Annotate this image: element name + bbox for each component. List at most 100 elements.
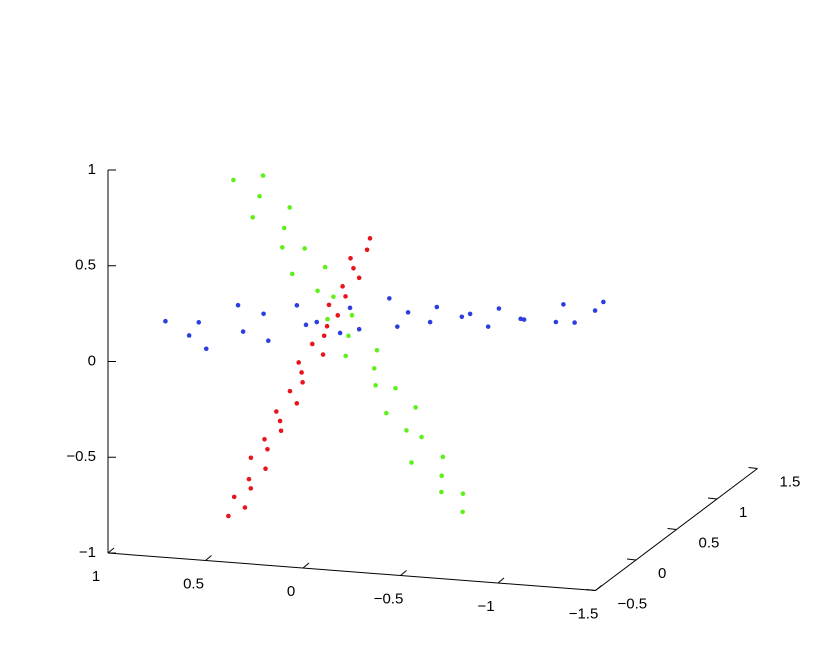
- y-tick-label: 0.5: [699, 534, 720, 551]
- z-tick-label: 0.5: [75, 257, 96, 274]
- point: [280, 245, 285, 250]
- point: [553, 319, 559, 325]
- point: [409, 460, 414, 465]
- point: [281, 225, 287, 231]
- point: [405, 310, 411, 315]
- point: [367, 236, 373, 241]
- point: [322, 264, 328, 270]
- point: [326, 302, 332, 308]
- point: [485, 324, 491, 329]
- x-tick: [107, 547, 115, 554]
- point: [263, 466, 268, 472]
- point: [459, 314, 465, 320]
- point: [351, 266, 356, 271]
- z-tick-label: 1: [88, 161, 96, 178]
- point: [404, 428, 409, 433]
- x-tick-label: 1: [92, 568, 100, 585]
- point: [340, 284, 345, 289]
- point: [287, 205, 293, 210]
- point: [393, 385, 398, 391]
- point: [324, 323, 330, 329]
- point: [413, 405, 418, 410]
- point: [266, 338, 271, 344]
- point: [163, 318, 168, 324]
- point: [261, 311, 266, 317]
- point: [231, 494, 237, 500]
- point: [601, 299, 606, 305]
- y-tick-label: 0: [658, 565, 666, 582]
- point: [373, 383, 378, 388]
- z-tick-label: 0: [88, 352, 96, 369]
- point: [439, 489, 444, 495]
- point: [262, 437, 267, 442]
- point: [331, 294, 336, 300]
- point: [257, 193, 262, 199]
- point: [302, 246, 307, 251]
- point: [248, 455, 254, 461]
- z-tick-label: −1: [79, 544, 96, 561]
- point: [349, 312, 355, 318]
- point: [303, 322, 309, 328]
- point: [467, 311, 473, 317]
- point: [186, 333, 192, 338]
- point: [348, 256, 353, 261]
- point: [203, 346, 209, 352]
- y-tick: [667, 528, 677, 530]
- point: [460, 491, 466, 497]
- point: [592, 308, 598, 313]
- point: [321, 333, 327, 339]
- x-tick-label: −1.5: [569, 605, 599, 622]
- point: [371, 366, 377, 371]
- point: [248, 486, 254, 491]
- y-tick: [707, 497, 718, 500]
- point: [496, 306, 502, 311]
- y-tick-label: −0.5: [618, 595, 648, 612]
- point: [287, 388, 293, 394]
- y-tick: [748, 467, 758, 469]
- point: [346, 333, 351, 339]
- point: [250, 215, 256, 220]
- point: [274, 409, 279, 414]
- point: [387, 296, 392, 301]
- point: [265, 447, 270, 452]
- point: [384, 410, 389, 416]
- point: [294, 303, 300, 308]
- point: [439, 473, 444, 479]
- point: [235, 302, 241, 308]
- point: [343, 294, 348, 299]
- point: [440, 454, 446, 460]
- point: [325, 316, 330, 322]
- point: [300, 380, 305, 385]
- point: [460, 509, 465, 515]
- point: [364, 247, 370, 253]
- point: [356, 326, 362, 332]
- point: [314, 319, 320, 325]
- y-tick-label: 1: [739, 504, 747, 521]
- point: [260, 173, 266, 178]
- x-axis: [107, 552, 596, 591]
- x-tick: [497, 577, 505, 584]
- point: [419, 434, 424, 440]
- point: [434, 304, 440, 310]
- point: [277, 418, 283, 424]
- point: [572, 320, 577, 325]
- point: [226, 513, 231, 519]
- x-tick-label: 0: [287, 583, 295, 600]
- point: [240, 329, 246, 334]
- point: [427, 319, 433, 325]
- point: [395, 324, 400, 329]
- x-tick: [595, 585, 602, 591]
- point: [374, 347, 380, 353]
- point: [521, 317, 527, 322]
- point: [289, 271, 295, 277]
- point: [246, 476, 252, 482]
- point: [347, 305, 353, 311]
- y-tick-label: 1.5: [780, 473, 801, 490]
- point: [310, 341, 315, 347]
- y-tick: [626, 558, 637, 561]
- y-tick: [586, 589, 596, 591]
- point: [278, 428, 284, 434]
- point: [356, 275, 362, 281]
- point: [320, 352, 326, 357]
